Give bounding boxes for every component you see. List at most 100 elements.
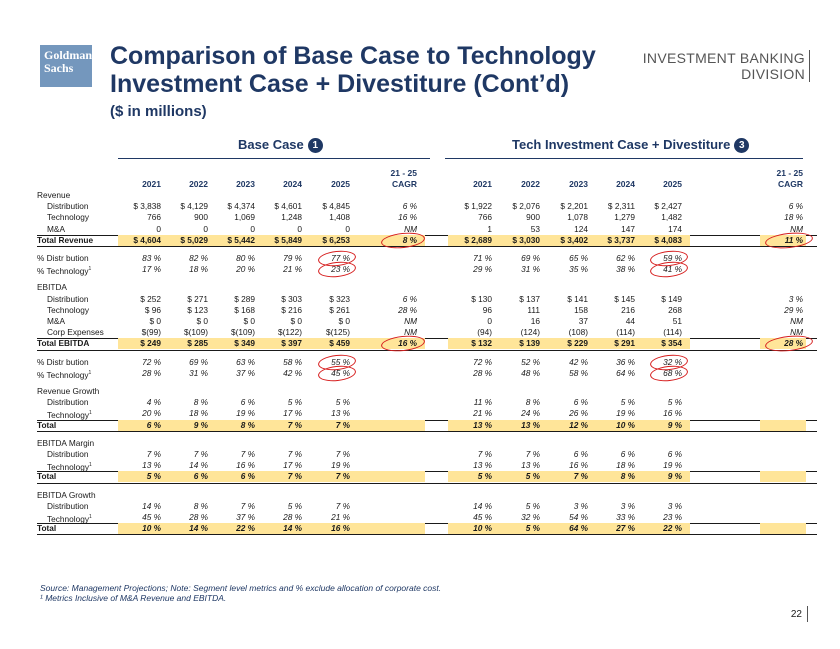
tech-total-highlight (448, 523, 690, 535)
base-value-cell: 16 % (331, 523, 350, 534)
base-value-cell: 5 % (335, 397, 350, 408)
base-value-cell: $ 271 (187, 293, 208, 304)
base-value-cell: 69 % (189, 356, 208, 367)
row-label: Distribution (47, 397, 89, 408)
base-value-cell: $ 5,442 (227, 234, 255, 245)
row-label: Technology (47, 305, 89, 316)
row-label-text: % Technology (37, 266, 89, 277)
row-label: % Technology1 (37, 368, 91, 381)
base-value-cell: 55 % (331, 356, 350, 367)
tech-value-cell: 37 (578, 316, 588, 326)
base-value-cell: $(109) (184, 327, 208, 338)
row-label: M&A (47, 316, 65, 327)
base-value-cell: $ 4,374 (227, 201, 255, 212)
total-bottom-rule (37, 430, 817, 432)
base-year-header: 2023 (236, 179, 255, 189)
row-label: Total EBITDA (37, 338, 89, 349)
footnotes: Source: Management Projections; Note: Se… (40, 583, 441, 603)
tech-value-cell: 14 % (473, 500, 492, 511)
tech-value-cell: 26 % (569, 408, 588, 419)
row-label: Distribution (47, 294, 89, 305)
tech-value-cell: 1,279 (614, 212, 635, 223)
base-value-cell: $ 0 (338, 316, 350, 326)
table-row: M&A 0 0 0 0 0 NM 1 53 124 147 174 NM (37, 224, 817, 235)
tech-case-badge: 3 (734, 138, 750, 153)
row-label-text: EBITDA Margin (37, 437, 95, 448)
tech-value-cell: (114) (616, 327, 635, 338)
table-row: Distribution $ 3,838 $ 4,129 $ 4,374 $ 4,601… (37, 201, 817, 212)
tech-value-cell: 41 % (663, 264, 682, 275)
row-label-text: Technology (47, 304, 89, 315)
tech-cagr-cell: NM (790, 327, 803, 338)
base-value-cell: 0 (250, 223, 255, 234)
base-total-highlight (118, 234, 425, 246)
base-value-cell: $ 4,129 (180, 201, 208, 212)
tech-value-cell: 16 % (663, 408, 682, 419)
tech-year-header: 2023 (569, 179, 588, 189)
base-cagr-cell: 6 % (402, 201, 417, 212)
tech-value-cell: 45 % (473, 512, 492, 522)
tech-value-cell: 11 % (473, 397, 492, 408)
base-value-cell: $(99) (141, 327, 161, 338)
tech-year-header: 2022 (521, 179, 540, 189)
table-row: % Technology1 28 % 31 % 37 % 42 % 45 % 28 % 48 … (37, 367, 817, 381)
base-total-highlight (118, 523, 425, 535)
tech-value-cell: 13 % (473, 419, 492, 430)
base-value-cell: 63 % (236, 356, 255, 367)
base-cagr-cell: 28 % (398, 304, 417, 315)
tech-total-highlight (448, 338, 690, 350)
row-label: Technology1 (47, 512, 92, 525)
base-value-cell: 8 % (240, 419, 255, 430)
base-value-cell: $(122) (278, 327, 302, 338)
base-value-cell: 14 % (283, 523, 302, 534)
base-value-cell: $ 289 (234, 293, 255, 304)
base-value-cell: $ 0 (290, 316, 302, 326)
tech-value-cell: 64 % (569, 523, 588, 534)
tech-value-cell: 44 (625, 316, 635, 326)
base-value-cell: 5 % (146, 471, 161, 482)
base-value-cell: 14 % (189, 523, 208, 534)
tech-value-cell: 12 % (569, 419, 588, 430)
table-row: Distribution 14 % 8 % 7 % 5 % 7 % 14 % 5 % 3 % 3 … (37, 501, 817, 512)
total-bottom-rule (37, 245, 817, 247)
base-value-cell: 80 % (236, 253, 255, 263)
tech-value-cell: 766 (478, 212, 492, 223)
tech-value-cell: (124) (520, 327, 540, 338)
division-label: INVESTMENT BANKING DIVISION (643, 50, 805, 82)
base-total-highlight (118, 471, 425, 483)
base-cagr-cell: 16 % (398, 212, 417, 223)
tech-cagr-highlight (760, 419, 806, 431)
total-top-rule (37, 338, 817, 340)
tech-value-cell: $ 1,922 (464, 201, 492, 212)
tech-value-cell: 900 (526, 212, 540, 223)
tech-value-cell: 48 % (521, 367, 540, 378)
tech-value-cell: 6 % (620, 449, 635, 459)
tech-value-cell: 71 % (473, 253, 492, 263)
total-top-rule (37, 234, 817, 236)
row-label: Distribution (47, 449, 89, 460)
base-year-header: 2021 (142, 179, 161, 189)
row-label: EBITDA Growth (37, 490, 96, 501)
base-value-cell: 31 % (189, 367, 208, 378)
page-number: 22 (790, 609, 802, 620)
tech-value-cell: 0 (487, 316, 492, 326)
total-row: Total 5 % 6 % 6 % 7 % 7 % 5 % 5 % 7 % 8 % 9 % (37, 471, 817, 484)
base-value-cell: $ 216 (281, 304, 302, 315)
tech-year-header: 2021 (473, 179, 492, 189)
tech-value-cell: 5 % (525, 500, 540, 511)
tech-value-cell: 10 % (616, 419, 635, 430)
tech-value-cell: 24 % (521, 408, 540, 419)
base-value-cell: 58 % (283, 356, 302, 367)
tech-value-cell: 69 % (521, 253, 540, 263)
tech-value-cell: 174 (668, 223, 682, 234)
tech-value-cell: 6 % (573, 397, 588, 408)
row-label: % Distr bution (37, 253, 89, 264)
tech-value-cell: 21 % (473, 408, 492, 419)
tech-value-cell: $ 3,737 (607, 234, 635, 245)
base-value-cell: 7 % (287, 449, 302, 459)
row-label-text: % Distr bution (37, 356, 89, 367)
tech-value-cell: $ 354 (661, 338, 682, 349)
cagr-header-line-2: CAGR (777, 179, 803, 189)
goldman-sachs-logo: Goldman Sachs (40, 45, 92, 87)
base-value-cell: 7 % (335, 500, 350, 511)
